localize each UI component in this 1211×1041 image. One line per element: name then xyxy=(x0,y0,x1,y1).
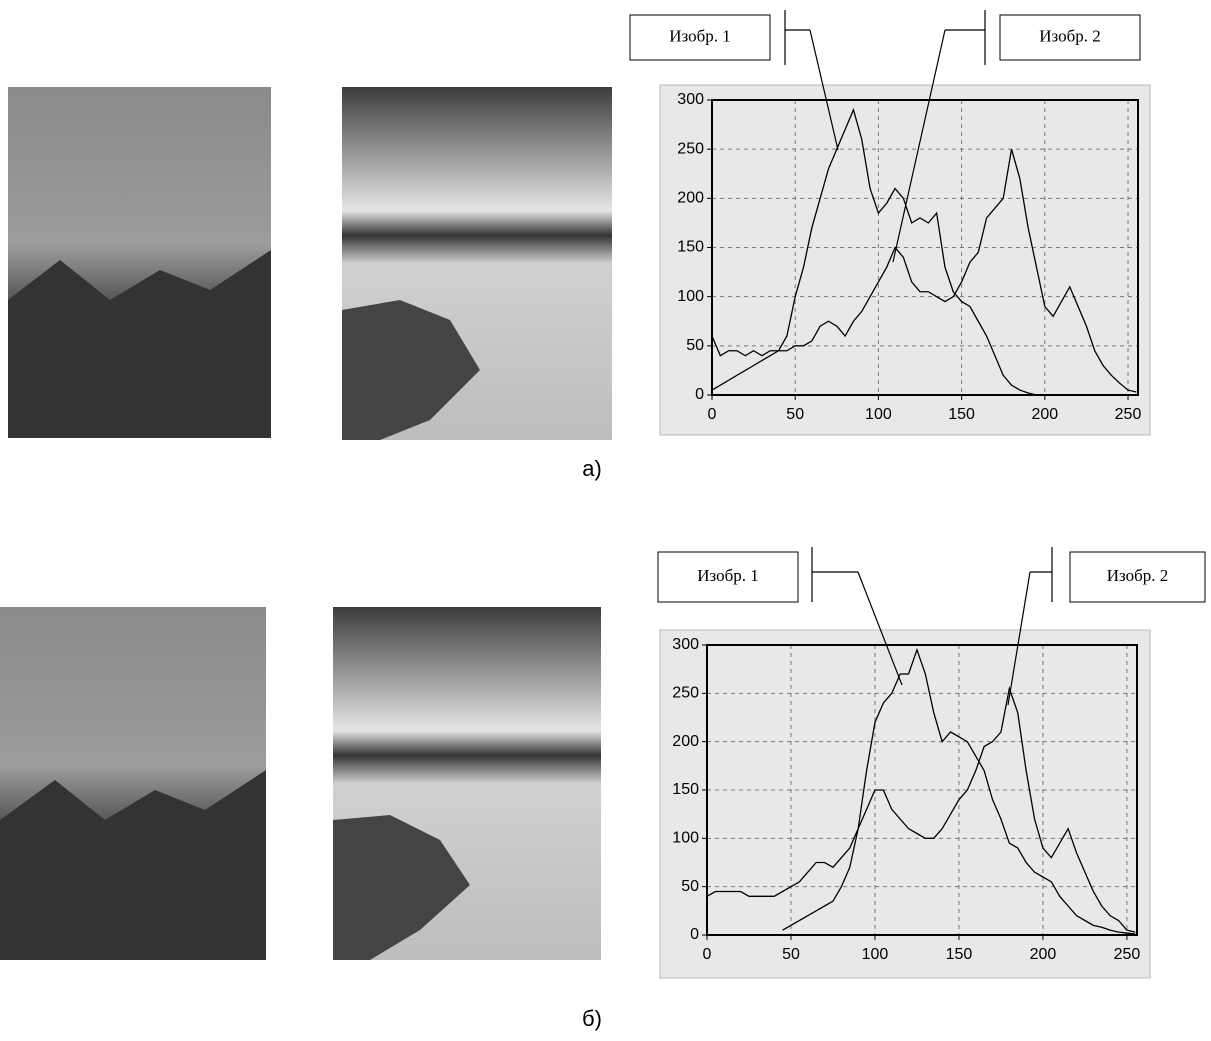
plot-frame xyxy=(711,99,1139,396)
x-tick-label: 0 xyxy=(703,946,712,963)
photo-rocks xyxy=(333,815,470,960)
callout-label: Изобр. 2 xyxy=(1039,26,1101,45)
figure-caption: а) xyxy=(582,456,602,481)
photo-forest xyxy=(8,250,271,438)
y-tick-label: 50 xyxy=(681,878,699,895)
x-tick-label: 100 xyxy=(865,406,892,423)
x-tick-label: 200 xyxy=(1030,946,1057,963)
photo-rocks xyxy=(342,300,480,440)
series-line xyxy=(711,148,1137,393)
y-tick-label: 0 xyxy=(690,926,699,943)
series-line xyxy=(706,686,1136,933)
callout-box xyxy=(999,14,1141,61)
y-tick-label: 300 xyxy=(672,636,699,653)
x-tick-label: 0 xyxy=(708,406,717,423)
callout-label: Изобр. 2 xyxy=(1107,566,1169,585)
plot-frame xyxy=(706,644,1138,936)
y-tick-label: 100 xyxy=(672,830,699,847)
photo-forest xyxy=(0,770,266,960)
x-tick-label: 50 xyxy=(786,406,804,423)
x-tick-label: 250 xyxy=(1115,406,1142,423)
x-tick-label: 100 xyxy=(862,946,889,963)
y-tick-label: 200 xyxy=(677,190,704,207)
callout-leader xyxy=(857,571,903,686)
x-tick-label: 150 xyxy=(946,946,973,963)
y-tick-label: 150 xyxy=(677,239,704,256)
callout-box xyxy=(629,14,771,61)
x-tick-label: 50 xyxy=(782,946,800,963)
figure-caption: б) xyxy=(582,1006,602,1031)
y-tick-label: 250 xyxy=(672,685,699,702)
callout-box xyxy=(1069,551,1206,603)
callout-box xyxy=(657,551,799,603)
y-tick-label: 100 xyxy=(677,288,704,305)
callout-label: Изобр. 1 xyxy=(669,26,731,45)
y-tick-label: 0 xyxy=(695,386,704,403)
series-line xyxy=(711,107,1045,396)
y-tick-label: 200 xyxy=(672,733,699,750)
callout-leader xyxy=(1007,571,1031,706)
series-line xyxy=(782,647,1136,935)
y-tick-label: 50 xyxy=(686,337,704,354)
callout-leader xyxy=(892,29,946,263)
callout-label: Изобр. 1 xyxy=(697,566,759,585)
x-tick-label: 200 xyxy=(1031,406,1058,423)
photos xyxy=(0,87,612,960)
x-tick-label: 150 xyxy=(948,406,975,423)
y-tick-label: 250 xyxy=(677,140,704,157)
x-tick-label: 250 xyxy=(1114,946,1141,963)
y-tick-label: 150 xyxy=(672,781,699,798)
callout-leader xyxy=(809,29,839,151)
plot-panel xyxy=(659,629,1151,979)
plot-panel xyxy=(659,84,1151,436)
y-tick-label: 300 xyxy=(677,91,704,108)
